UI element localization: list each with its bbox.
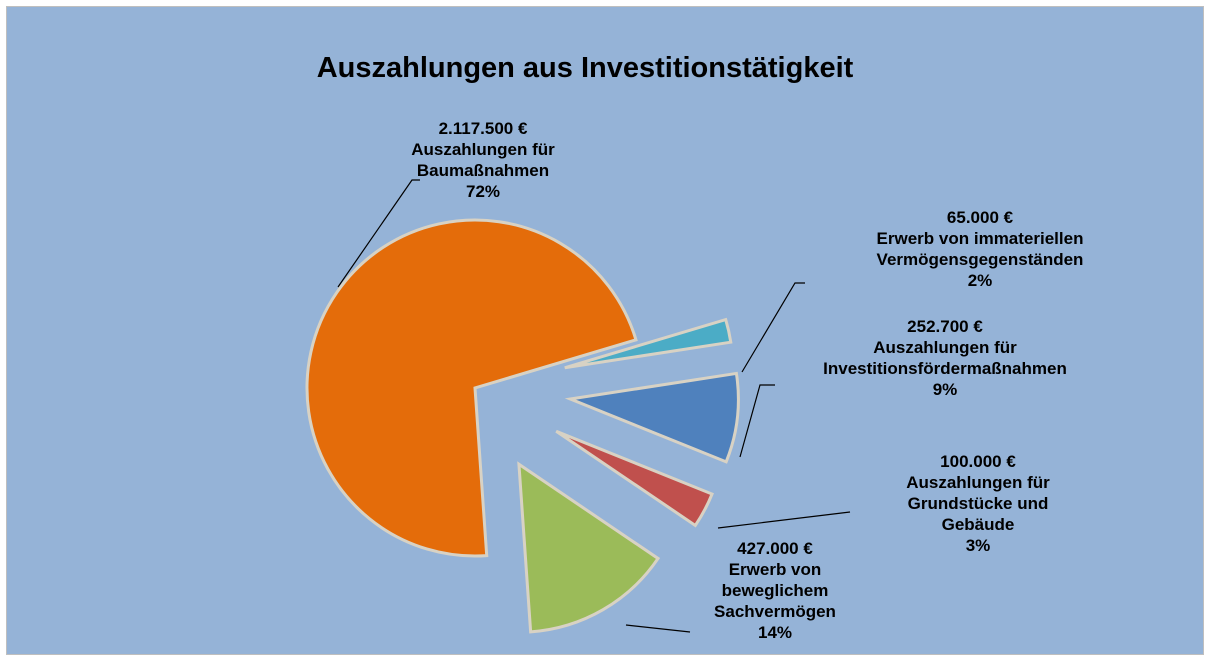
percentage-label: 9% <box>932 380 958 399</box>
percentage-label: 72% <box>465 182 501 201</box>
percentage-label: 3% <box>965 536 991 555</box>
leader-line <box>625 624 691 633</box>
leader-line <box>717 511 851 529</box>
pie-slice <box>564 317 733 370</box>
percentage-label: 2% <box>967 271 993 290</box>
percentage-label: 14% <box>757 623 793 642</box>
category-label: Auszahlungen für Baumaßnahmen <box>411 140 555 180</box>
leader-line <box>337 179 420 288</box>
category-label: Erwerb von immateriellen Vermögensgegens… <box>876 229 1084 269</box>
chart-title: Auszahlungen aus Investitionstätigkeit <box>316 52 854 84</box>
data-label: 427.000 € Erwerb von beweglichem Sachverm… <box>685 538 865 643</box>
pie-slice <box>517 461 661 634</box>
category-label: Auszahlungen für Investitionsfördermaßna… <box>823 338 1067 378</box>
leader-line <box>741 282 805 373</box>
category-label: Auszahlungen für Grundstücke und Gebäude <box>906 473 1050 534</box>
value-label: 252.700 € <box>907 317 983 336</box>
data-label: 65.000 € Erwerb von immateriellen Vermöge… <box>830 207 1130 291</box>
pie-slice <box>555 429 714 528</box>
value-label: 427.000 € <box>737 539 813 558</box>
data-label: 100.000 € Auszahlungen für Grundstücke un… <box>868 451 1088 556</box>
data-label: 2.117.500 € Auszahlungen für Baumaßnahmen… <box>383 118 583 202</box>
pie-slice <box>564 371 740 464</box>
data-label: 252.700 € Auszahlungen für Investitionsfö… <box>780 316 1110 400</box>
pie-slice <box>305 218 638 558</box>
value-label: 100.000 € <box>940 452 1016 471</box>
leader-line <box>739 384 775 458</box>
value-label: 65.000 € <box>946 208 1014 227</box>
value-label: 2.117.500 € <box>438 119 528 138</box>
category-label: Erwerb von beweglichem Sachvermögen <box>714 560 836 621</box>
